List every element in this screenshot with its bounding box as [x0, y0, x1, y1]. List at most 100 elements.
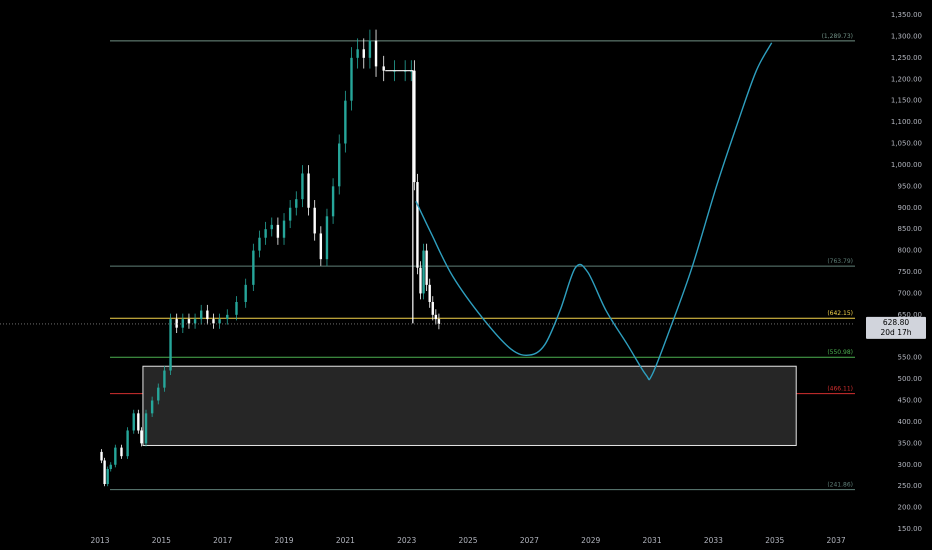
- y-tick-label: 450.00: [898, 397, 923, 405]
- x-tick-label: 2029: [581, 536, 600, 545]
- candle-body: [282, 220, 286, 238]
- candle-body: [175, 319, 178, 328]
- candle-body: [244, 284, 247, 302]
- candle-body: [258, 237, 261, 251]
- x-tick-label: 2021: [336, 536, 355, 545]
- level-label: (550.98): [827, 349, 853, 356]
- candle-body: [206, 310, 209, 320]
- candle-body: [126, 430, 129, 457]
- y-tick-label: 400.00: [898, 418, 923, 426]
- candle-body: [100, 451, 103, 461]
- candle-body: [288, 207, 292, 221]
- candle-body: [382, 66, 385, 71]
- candle-body: [120, 447, 123, 457]
- candle-body: [416, 182, 419, 268]
- x-tick-label: 2023: [397, 536, 416, 545]
- candle-body: [212, 319, 215, 324]
- candle-body: [106, 469, 109, 485]
- candle-body: [374, 40, 378, 67]
- y-tick-label: 850.00: [898, 225, 923, 233]
- candlesticks: [100, 29, 441, 487]
- price-step-line: [385, 70, 414, 324]
- candle-body: [338, 143, 341, 187]
- candle-body: [428, 284, 431, 302]
- y-axis[interactable]: 150.00 200.00 250.00 300.00 350.00 400.00 450.…: [891, 11, 922, 533]
- y-tick-label: 1,150.00: [891, 97, 922, 105]
- y-tick-label: 700.00: [898, 289, 923, 297]
- candle-body: [344, 100, 347, 144]
- y-tick-label: 150.00: [898, 525, 923, 533]
- candle-body: [187, 319, 191, 324]
- candle-body: [137, 413, 140, 431]
- candle-body: [331, 186, 335, 217]
- candle-body: [109, 464, 112, 470]
- y-tick-label: 1,100.00: [891, 118, 922, 126]
- x-tick-label: 2013: [90, 536, 109, 545]
- candle-body: [319, 233, 323, 260]
- zone-box: [142, 365, 797, 446]
- price-tag-box: [866, 316, 926, 339]
- candle-body: [356, 49, 359, 58]
- candle-body: [103, 460, 106, 485]
- candle-body: [413, 70, 416, 183]
- candle-body: [181, 319, 185, 328]
- candle-body: [419, 267, 422, 294]
- y-tick-label: 500.00: [898, 375, 923, 383]
- candle-body: [157, 387, 160, 401]
- x-tick-label: 2037: [827, 536, 846, 545]
- price-tag-value: 628.80: [883, 318, 909, 327]
- candle-body: [437, 319, 441, 324]
- candle-body: [301, 173, 304, 200]
- x-tick-label: 2027: [520, 536, 539, 545]
- candle-body: [218, 319, 221, 324]
- candle-body: [193, 319, 197, 324]
- candle-body: [140, 430, 143, 444]
- y-tick-label: 1,300.00: [891, 32, 922, 40]
- support-zone: [142, 365, 797, 446]
- level-label: (763.79): [827, 258, 853, 265]
- level-label: (241.86): [827, 482, 853, 489]
- y-tick-label: 1,200.00: [891, 75, 922, 83]
- level-label: (466.11): [827, 386, 853, 393]
- candle-body: [325, 216, 329, 260]
- x-tick-label: 2017: [213, 536, 232, 545]
- x-axis[interactable]: 2013 2015 2017 2019 2021 2023 2025 2027 2029 2031…: [90, 536, 845, 545]
- candle-body: [144, 413, 148, 444]
- candle-body: [422, 250, 425, 294]
- projection-curve: [415, 42, 773, 381]
- x-tick-label: 2025: [458, 536, 477, 545]
- candle-body: [114, 447, 117, 465]
- candle-body: [252, 250, 255, 285]
- candle-body: [200, 310, 203, 320]
- y-tick-label: 550.00: [898, 354, 923, 362]
- candle-body: [362, 49, 365, 58]
- candle-body: [350, 57, 353, 101]
- candle-body: [307, 173, 310, 208]
- projection-path: [0, 42, 855, 381]
- candle-body: [132, 413, 135, 431]
- y-tick-label: 200.00: [898, 504, 923, 512]
- y-tick-label: 950.00: [898, 182, 923, 190]
- x-tick-label: 2015: [152, 536, 171, 545]
- candle-body: [425, 250, 428, 285]
- x-tick-label: 2019: [274, 536, 293, 545]
- candle-body: [226, 314, 229, 320]
- level-label: (642.15): [827, 310, 853, 317]
- candle-body: [264, 229, 267, 238]
- candle-body: [313, 207, 316, 234]
- y-tick-label: 650.00: [898, 311, 923, 319]
- y-tick-label: 1,000.00: [891, 161, 922, 169]
- candle-body: [235, 301, 238, 315]
- candle-body: [368, 40, 372, 58]
- y-tick-label: 1,050.00: [891, 140, 922, 148]
- candle-body: [150, 400, 154, 414]
- candle-body: [169, 319, 172, 371]
- y-tick-label: 750.00: [898, 268, 923, 276]
- level-label: (1,289.73): [822, 33, 853, 40]
- x-tick-label: 2033: [704, 536, 723, 545]
- x-tick-label: 2031: [643, 536, 662, 545]
- price-tag-countdown: 20d 17h: [881, 328, 912, 337]
